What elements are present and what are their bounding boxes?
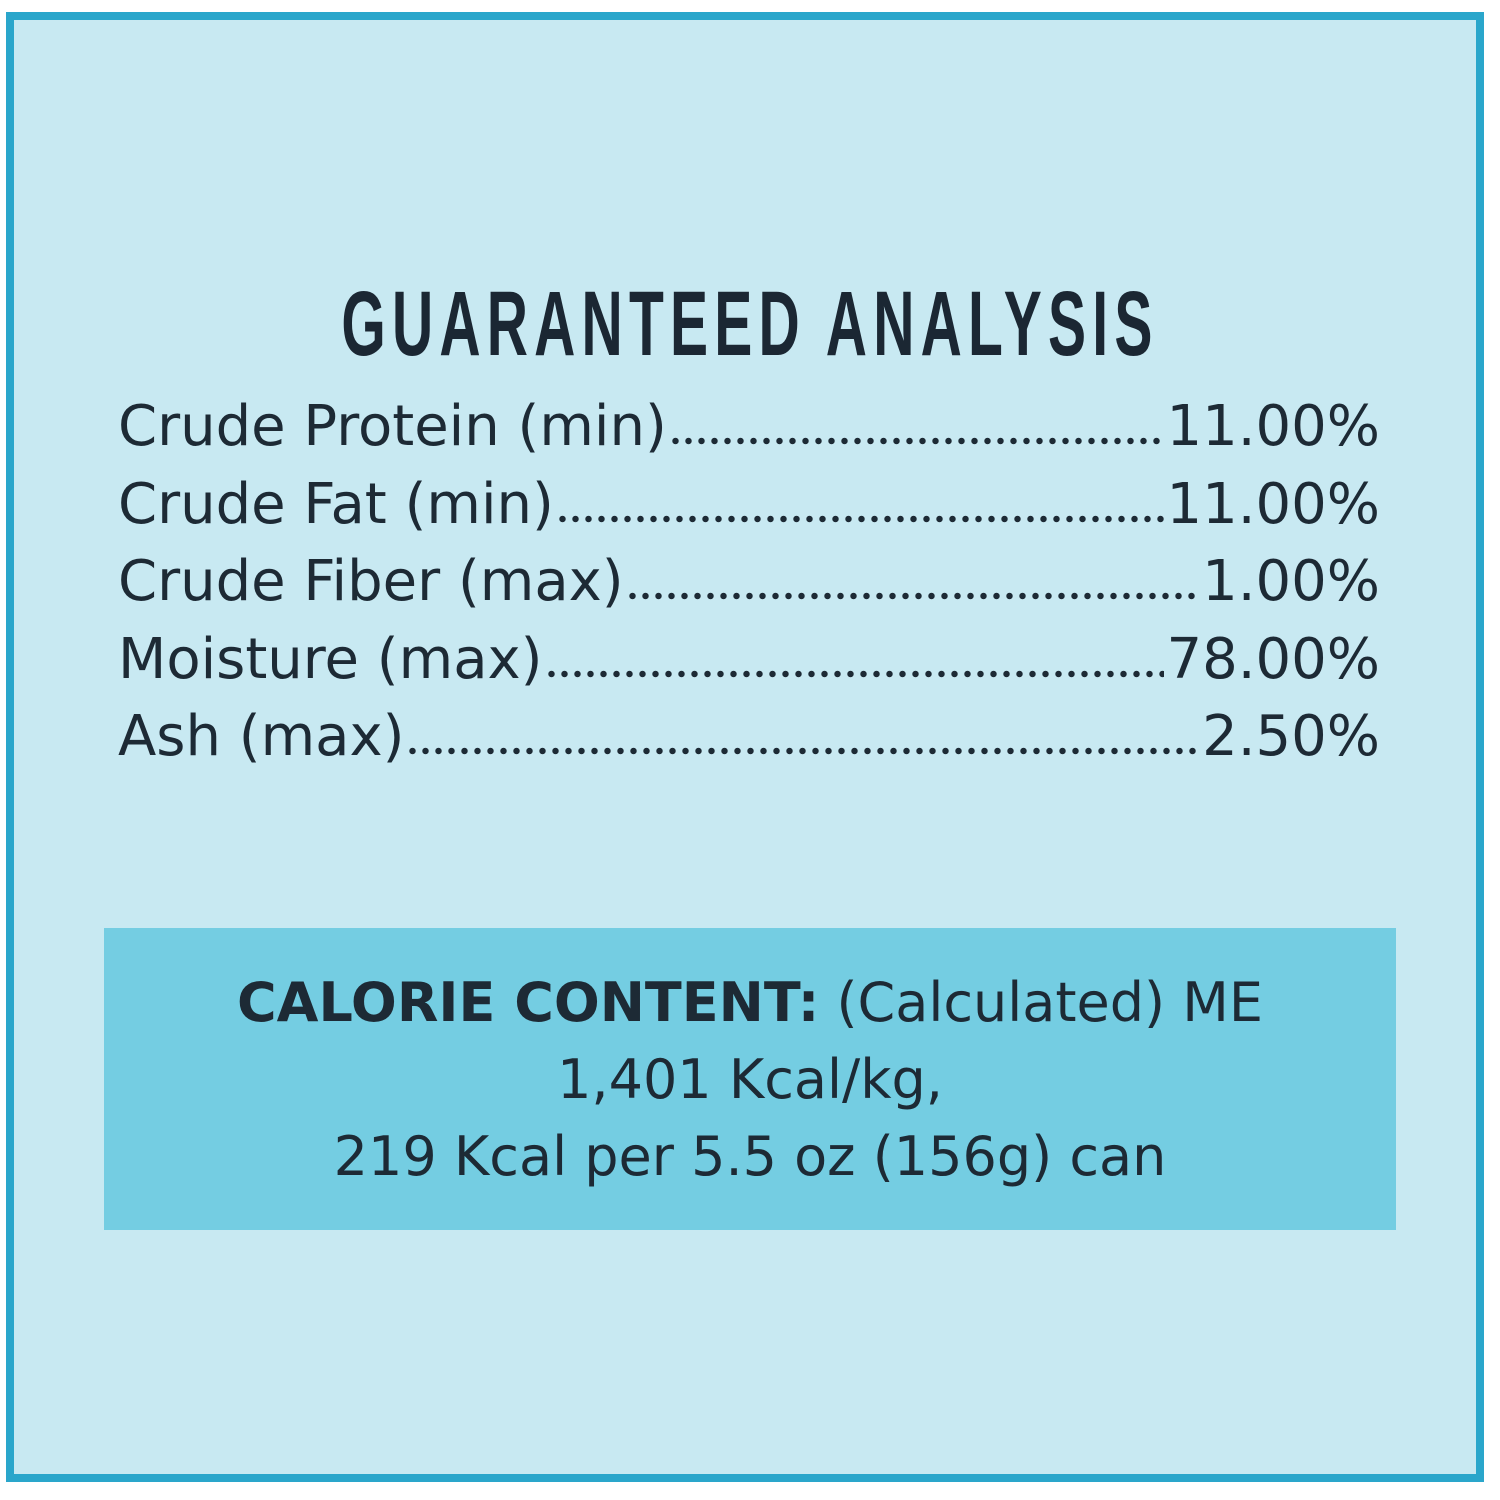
calorie-box: CALORIE CONTENT: (Calculated) ME 1,401 K…	[104, 928, 1396, 1230]
nutrient-value: 78.00%	[1166, 626, 1380, 692]
analysis-list: Crude Protein (min) 11.00% Crude Fat (min)…	[118, 388, 1380, 776]
calorie-line: 219 Kcal per 5.5 oz (156g) can	[333, 1125, 1167, 1188]
nutrient-label: Crude Fiber (max)	[118, 549, 624, 614]
nutrient-value: 2.50%	[1202, 704, 1380, 769]
analysis-row: Crude Protein (min) 11.00%	[118, 388, 1380, 466]
dot-leader	[625, 592, 1201, 600]
analysis-row: Crude Fiber (max) 1.00%	[118, 543, 1380, 621]
dot-leader	[668, 437, 1165, 445]
analysis-row: Ash (max) 2.50%	[118, 698, 1380, 776]
calorie-first-line: CALORIE CONTENT: (Calculated) ME	[104, 964, 1396, 1041]
nutrient-label: Ash (max)	[118, 704, 405, 769]
analysis-row: Moisture (max) 78.00%	[118, 621, 1380, 699]
nutrient-value: 1.00%	[1202, 549, 1380, 614]
calorie-line: 1,401 Kcal/kg,	[557, 1048, 943, 1111]
nutrient-value: 11.00%	[1166, 394, 1380, 459]
nutrient-label: Crude Fat (min)	[118, 471, 554, 537]
dot-leader	[555, 514, 1165, 523]
nutrient-label: Crude Protein (min)	[118, 394, 667, 459]
analysis-row: Crude Fat (min) 11.00%	[118, 466, 1380, 544]
calorie-method: (Calculated) ME	[836, 971, 1263, 1034]
title: GUARANTEED ANALYSIS	[341, 273, 1159, 375]
nutrient-value: 11.00%	[1166, 471, 1380, 537]
calorie-heading: CALORIE CONTENT:	[237, 971, 820, 1034]
nutrient-label: Moisture (max)	[118, 626, 543, 692]
dot-leader	[406, 747, 1201, 755]
dot-leader	[544, 669, 1165, 678]
